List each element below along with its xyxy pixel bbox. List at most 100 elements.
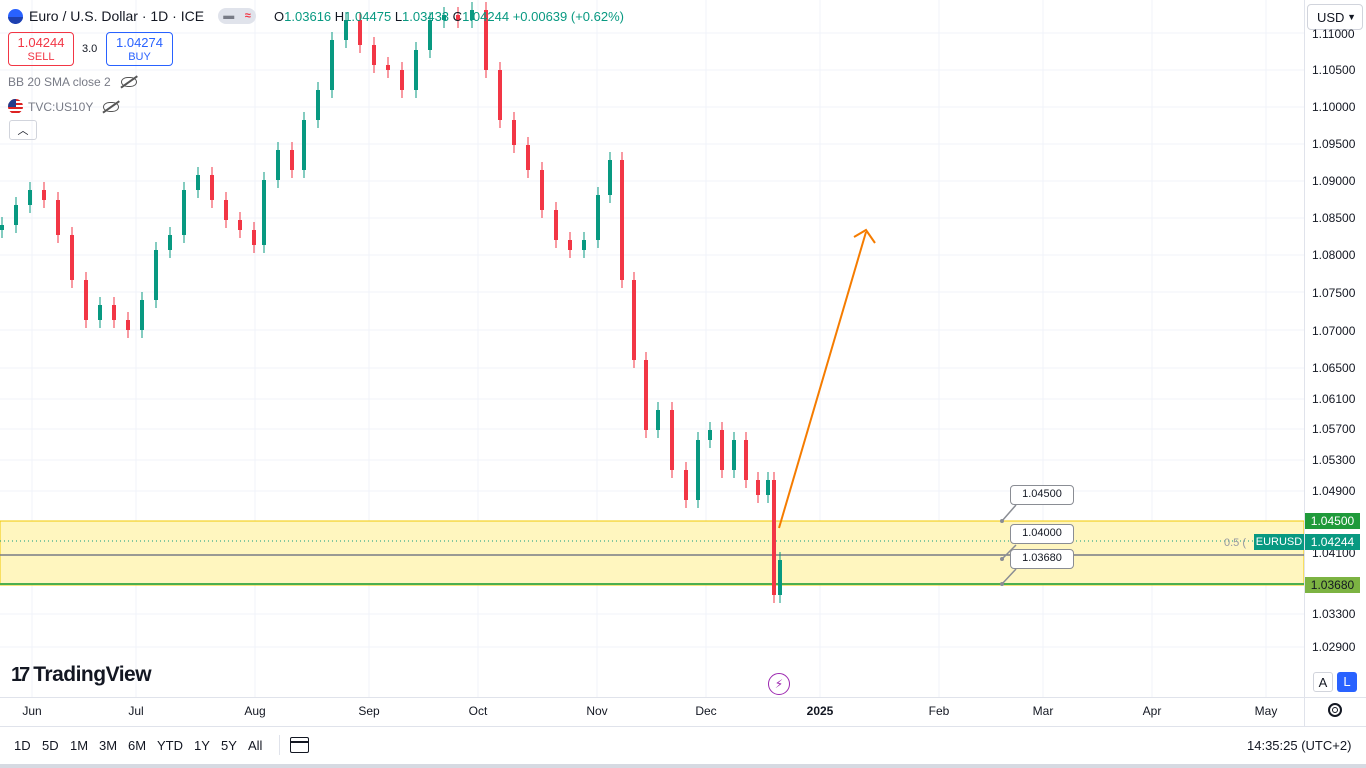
- bottom-strip: [0, 764, 1366, 768]
- candle-body: [70, 235, 74, 280]
- separator: [279, 735, 280, 755]
- callout-anchor-2: [1000, 557, 1004, 561]
- range-button-ytd[interactable]: YTD: [157, 738, 183, 753]
- candle-body: [772, 480, 776, 595]
- candle-body: [620, 160, 624, 280]
- candle-body: [744, 440, 748, 480]
- callout-anchor-3: [1000, 582, 1004, 586]
- candle-body: [168, 235, 172, 250]
- price-axis-label: 1.10500: [1312, 63, 1356, 77]
- candle-body: [608, 160, 612, 195]
- candle-body: [330, 40, 334, 90]
- time-axis-label: Sep: [358, 704, 380, 718]
- candle-body: [554, 210, 558, 240]
- collapse-legend-button[interactable]: ︿: [9, 120, 37, 140]
- candle-body: [766, 480, 770, 495]
- indicator-us10y[interactable]: TVC:US10Y: [8, 99, 120, 114]
- sell-button[interactable]: 1.04244 SELL: [8, 32, 74, 66]
- candle-body: [182, 190, 186, 235]
- candle-body: [252, 230, 256, 245]
- candle-body: [154, 250, 158, 300]
- currency-select[interactable]: USD ▼: [1307, 4, 1363, 30]
- range-button-all[interactable]: All: [248, 738, 263, 753]
- price-axis-label: 1.07000: [1312, 324, 1356, 338]
- range-button-1d[interactable]: 1D: [14, 738, 31, 753]
- price-axis-label: 1.03300: [1312, 607, 1356, 621]
- candle-body: [414, 50, 418, 90]
- candle-body: [456, 15, 460, 20]
- time-axis-label: Oct: [468, 704, 488, 718]
- log-scale-button[interactable]: L: [1337, 672, 1357, 692]
- eye-off-icon[interactable]: [103, 101, 120, 112]
- indicator-bb[interactable]: BB 20 SMA close 2: [8, 75, 137, 89]
- eye-off-icon[interactable]: [120, 77, 137, 87]
- candle-body: [470, 10, 474, 20]
- candle-body: [756, 480, 760, 495]
- candle-body: [372, 45, 376, 65]
- candle-body: [316, 90, 320, 120]
- candle-body: [696, 440, 700, 500]
- forecast-arrow-shaft: [778, 231, 867, 529]
- symbol-legend[interactable]: Euro / U.S. Dollar · 1D · ICE ▬ ≈ O1.0361…: [8, 8, 624, 24]
- candle-body: [42, 190, 46, 200]
- time-axis-label: May: [1254, 704, 1278, 718]
- euro-dollar-icon: [8, 8, 23, 24]
- candle-body: [196, 175, 200, 190]
- price-tag-current: 1.04244: [1305, 534, 1360, 550]
- symbol-title[interactable]: Euro / U.S. Dollar · 1D · ICE: [29, 8, 205, 24]
- candle-body: [400, 70, 404, 90]
- price-axis-label: 1.05300: [1312, 453, 1356, 467]
- support-zone: [0, 520, 1305, 586]
- lightning-icon[interactable]: ⚡: [768, 673, 790, 695]
- callout-pointer-1: [1001, 504, 1017, 522]
- candle-body: [386, 65, 390, 70]
- fib-level-label: 0.5 (: [1224, 537, 1247, 549]
- range-button-3m[interactable]: 3M: [99, 738, 118, 753]
- candle-body: [582, 240, 586, 250]
- bottom-toolbar: 1D 5D 1M 3M 6M YTD 1Y 5Y All 14:35:25 (UTC+2): [0, 726, 1366, 764]
- candle-body: [732, 440, 736, 470]
- candle-body: [28, 190, 32, 205]
- tradingview-logo[interactable]: 17 TradingView: [11, 663, 152, 686]
- callout-1[interactable]: 1.04500: [1010, 485, 1074, 505]
- candle-body: [632, 280, 636, 360]
- spread-value: 3.0: [82, 43, 98, 55]
- candle-body: [56, 200, 60, 235]
- calendar-icon[interactable]: [290, 737, 309, 753]
- auto-scale-button[interactable]: A: [1313, 672, 1333, 692]
- candle-body: [656, 410, 660, 430]
- candle-body: [512, 120, 516, 145]
- candle-body: [238, 220, 242, 230]
- buy-button[interactable]: 1.04274 BUY: [106, 32, 173, 66]
- range-button-1y[interactable]: 1Y: [194, 738, 210, 753]
- range-button-5d[interactable]: 5D: [42, 738, 59, 753]
- symbol-price-tag: EURUSD: [1254, 534, 1304, 550]
- price-tag-high: 1.04500: [1305, 513, 1360, 529]
- time-axis-label: Apr: [1142, 704, 1162, 718]
- price-axis-label: 1.10000: [1312, 100, 1356, 114]
- range-button-1m[interactable]: 1M: [70, 738, 89, 753]
- candle-body: [778, 560, 782, 595]
- price-axis-label: 1.06500: [1312, 361, 1356, 375]
- time-axis-label: Nov: [586, 704, 608, 718]
- candle-body: [224, 200, 228, 220]
- range-button-6m[interactable]: 6M: [128, 738, 147, 753]
- us-flag-icon: [8, 99, 23, 114]
- time-axis-label: 2025: [806, 704, 834, 718]
- chevron-down-icon: ▼: [1347, 12, 1356, 22]
- candle-body: [708, 430, 712, 440]
- callout-3[interactable]: 1.03680: [1010, 549, 1074, 569]
- clock[interactable]: 14:35:25 (UTC+2): [1247, 738, 1352, 753]
- callout-2[interactable]: 1.04000: [1010, 524, 1074, 544]
- candle-body: [140, 300, 144, 330]
- tv-logo-icon: 17: [11, 663, 30, 686]
- price-axis-label: 1.02900: [1312, 640, 1356, 654]
- price-axis-label: 1.08500: [1312, 211, 1356, 225]
- market-closed-icon[interactable]: ▬ ≈: [218, 8, 257, 24]
- candle-body: [670, 410, 674, 470]
- candle-body: [498, 70, 502, 120]
- gear-icon[interactable]: [1328, 703, 1342, 717]
- range-button-5y[interactable]: 5Y: [221, 738, 237, 753]
